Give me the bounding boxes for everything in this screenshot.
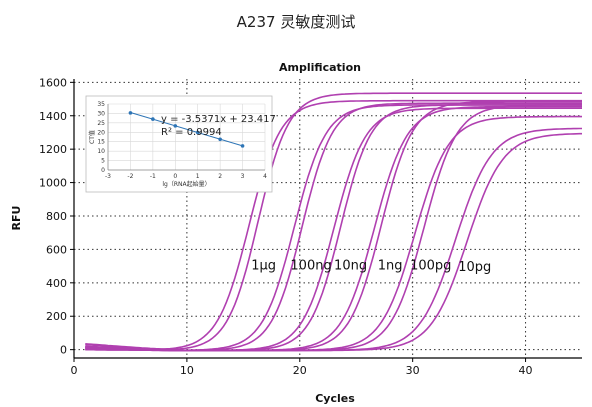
inset-y-tick-label: 5 bbox=[101, 158, 105, 165]
y-tick-labels: 0 200 400 600 800 1000 1200 1400 1600 bbox=[39, 76, 74, 357]
y-tick-label: 1400 bbox=[39, 110, 67, 123]
chart-title: Amplification bbox=[279, 61, 361, 74]
standard-curve-inset: 0 5 10 15 20 25 30 35 -3 -2 -1 0 1 2 3 4 y = -3.5371x + … bbox=[85, 95, 276, 193]
inset-x-tick-label: 1 bbox=[196, 173, 200, 180]
inset-x-tick-label: 0 bbox=[173, 173, 177, 180]
inset-x-tick-label: 3 bbox=[241, 173, 245, 180]
inset-data-point bbox=[195, 130, 200, 135]
inset-x-tick-label: -3 bbox=[105, 173, 111, 180]
concentration-label: 1ng bbox=[378, 258, 403, 273]
inset-data-point bbox=[240, 144, 245, 148]
inset-y-tick-label: 35 bbox=[97, 101, 105, 108]
concentration-label: 10pg bbox=[458, 260, 491, 275]
y-tick-label: 200 bbox=[46, 310, 67, 323]
concentration-label: 100ng bbox=[290, 258, 331, 273]
inset-data-point bbox=[173, 124, 178, 128]
y-tick-label: 1000 bbox=[39, 177, 67, 190]
inset-r-squared: R² = 0.9994 bbox=[161, 127, 222, 138]
x-tick-label: 40 bbox=[519, 364, 533, 377]
y-tick-label: 0 bbox=[60, 344, 67, 357]
inset-x-tick-label: -1 bbox=[150, 173, 156, 180]
inset-x-axis-label: lg（RNA起始量） bbox=[162, 180, 210, 188]
concentration-label: 100pg bbox=[410, 258, 451, 273]
page-title: A237 灵敏度测试 bbox=[237, 13, 356, 31]
inset-y-tick-label: 10 bbox=[97, 148, 105, 155]
inset-x-tick-label: -2 bbox=[127, 173, 133, 180]
inset-y-tick-label: 0 bbox=[101, 167, 105, 174]
inset-y-tick-label: 20 bbox=[97, 129, 105, 136]
inset-data-point bbox=[151, 117, 155, 121]
x-axis-label: Cycles bbox=[315, 392, 355, 405]
y-tick-label: 800 bbox=[46, 210, 67, 223]
grid-lines bbox=[74, 79, 582, 358]
concentration-label: 10ng bbox=[334, 258, 367, 273]
inset-x-tick-label: 4 bbox=[263, 173, 267, 180]
y-tick-label: 600 bbox=[46, 243, 67, 256]
concentration-labels: 1μg 100ng 10ng 1ng 100pg 10pg bbox=[251, 258, 491, 275]
inset-x-tick-label: 2 bbox=[218, 173, 222, 180]
inset-fit-line bbox=[130, 112, 243, 147]
x-tick-labels: 0 10 20 30 40 bbox=[71, 358, 533, 377]
y-tick-label: 400 bbox=[46, 277, 67, 290]
inset-y-axis-label: CT值 bbox=[88, 130, 96, 144]
amplification-curve bbox=[85, 132, 582, 352]
inset-y-tick-label: 30 bbox=[97, 110, 105, 117]
axes bbox=[73, 79, 582, 359]
inset-y-tick-label: 15 bbox=[97, 139, 105, 146]
concentration-label: 1μg bbox=[251, 258, 276, 273]
x-tick-label: 20 bbox=[293, 364, 307, 377]
inset-data-point bbox=[128, 111, 133, 115]
inset-y-tick-label: 25 bbox=[97, 120, 105, 127]
y-tick-label: 1200 bbox=[39, 143, 67, 156]
inset-equation: y = -3.5371x + 23.417 bbox=[161, 114, 276, 125]
y-tick-label: 1600 bbox=[39, 76, 67, 89]
x-tick-label: 10 bbox=[180, 364, 194, 377]
inset-data-point bbox=[218, 137, 222, 142]
amplification-curves bbox=[85, 92, 582, 352]
y-axis-label: RFU bbox=[10, 206, 23, 231]
x-tick-label: 0 bbox=[71, 364, 78, 377]
x-tick-label: 30 bbox=[406, 364, 420, 377]
inset-frame bbox=[85, 95, 273, 193]
